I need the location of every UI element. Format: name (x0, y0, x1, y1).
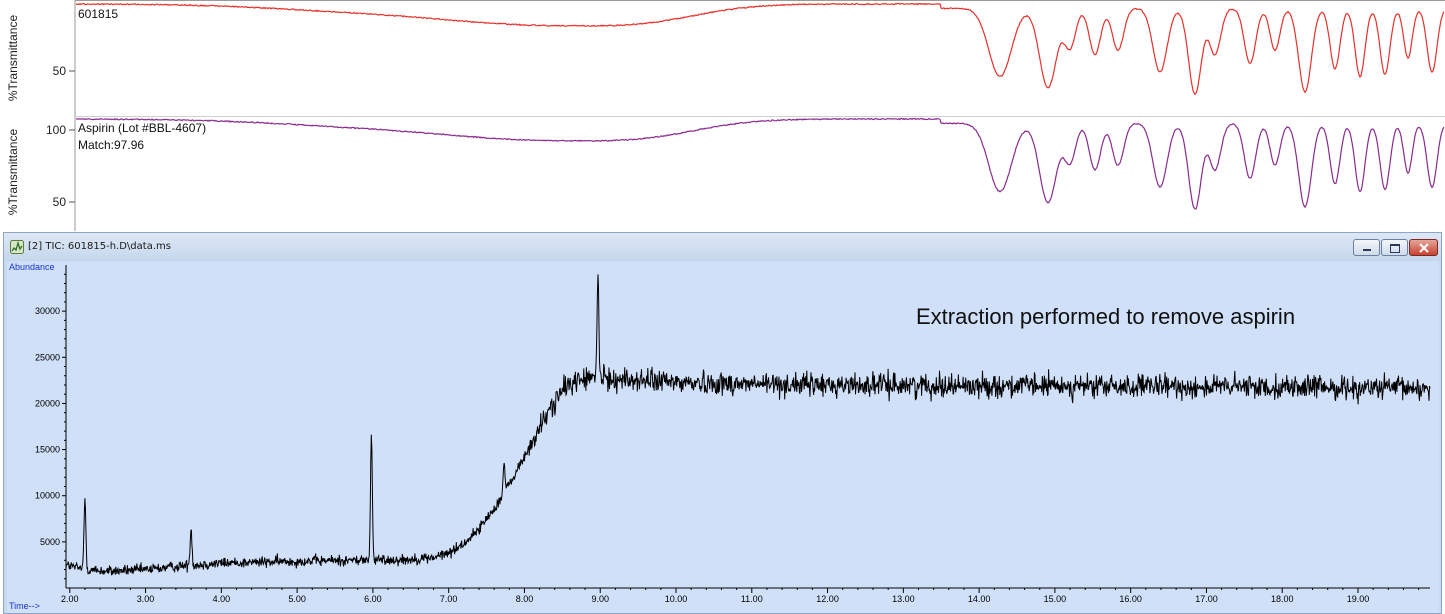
tic-x-tick-label: 15.00 (1044, 594, 1067, 604)
tic-x-tick-label: 17.00 (1195, 594, 1218, 604)
ir-sample-trace (75, 2, 1445, 96)
tic-x-tick-label: 9.00 (591, 594, 609, 604)
minimize-icon (1363, 249, 1371, 251)
ir-sample-ylabel: %Transmittance (6, 15, 20, 102)
tic-window-titlebar[interactable]: [2] TIC: 601815-h.D\data.ms (4, 233, 1441, 261)
ir-sample-plot: %Transmittance 50 601815 (0, 0, 1445, 116)
tic-x-tick-label: 16.00 (1119, 594, 1142, 604)
tic-x-tick-label: 7.00 (440, 594, 458, 604)
ir-sample-label: 601815 (78, 7, 118, 21)
ir-match-score: Match:97.96 (78, 138, 144, 152)
ir-reference-trace (76, 117, 1445, 210)
tic-chart: Abundance Time--> Extraction performed t… (7, 261, 1439, 613)
maximize-button[interactable] (1381, 239, 1408, 256)
ir-reference-plot: %Transmittance 100 50 Aspirin (Lot #BBL-… (0, 116, 1445, 231)
ir-reference-ylabel: %Transmittance (6, 129, 20, 216)
maximize-icon (1390, 244, 1400, 253)
tic-x-tick-label: 2.00 (61, 594, 79, 604)
ir-sample-tick-50: 50 (53, 64, 67, 78)
close-icon (1419, 243, 1429, 253)
close-button[interactable] (1409, 239, 1438, 256)
tic-y-tick-label: 15000 (35, 445, 60, 455)
chromatogram-icon (10, 240, 24, 254)
tic-x-tick-label: 19.00 (1347, 594, 1370, 604)
ir-reference-panel: %Transmittance 100 50 Aspirin (Lot #BBL-… (0, 116, 1445, 231)
tic-x-tick-label: 12.00 (816, 594, 839, 604)
ir-reference-label: Aspirin (Lot #BBL-4607) (78, 121, 206, 135)
ir-sample-panel: %Transmittance 50 601815 (0, 0, 1445, 116)
tic-y-tick-label: 20000 (35, 398, 60, 408)
tic-xlabel: Time--> (9, 601, 40, 611)
tic-x-tick-label: 4.00 (213, 594, 231, 604)
tic-axes: 5000 10000 15000 20000 25000 30000 2.00 3.00 4.0… (35, 265, 1430, 604)
tic-x-tick-label: 10.00 (665, 594, 688, 604)
tic-trace (65, 274, 1431, 576)
annotation-text: Extraction performed to remove aspirin (916, 304, 1295, 329)
tic-y-tick-label: 30000 (35, 306, 60, 316)
tic-plot-background (7, 261, 1439, 613)
tic-x-tick-label: 18.00 (1271, 594, 1294, 604)
tic-x-tick-label: 8.00 (516, 594, 534, 604)
tic-window[interactable]: [2] TIC: 601815-h.D\data.ms Abundance Ti… (3, 232, 1442, 614)
tic-x-tick-label: 6.00 (364, 594, 382, 604)
tic-x-tick-label: 3.00 (137, 594, 155, 604)
tic-x-tick-label: 11.00 (741, 594, 763, 604)
tic-x-tick-label: 5.00 (288, 594, 306, 604)
minimize-button[interactable] (1353, 239, 1380, 256)
tic-x-tick-label: 14.00 (968, 594, 991, 604)
tic-window-title: [2] TIC: 601815-h.D\data.ms (28, 241, 171, 252)
ir-reference-tick-100: 100 (46, 123, 66, 137)
tic-y-tick-label: 25000 (35, 352, 60, 362)
tic-x-tick-label: 13.00 (892, 594, 915, 604)
tic-y-tick-label: 10000 (35, 491, 60, 501)
tic-y-tick-label: 5000 (40, 537, 60, 547)
ir-reference-tick-50: 50 (53, 195, 67, 209)
tic-ylabel: Abundance (9, 262, 55, 272)
